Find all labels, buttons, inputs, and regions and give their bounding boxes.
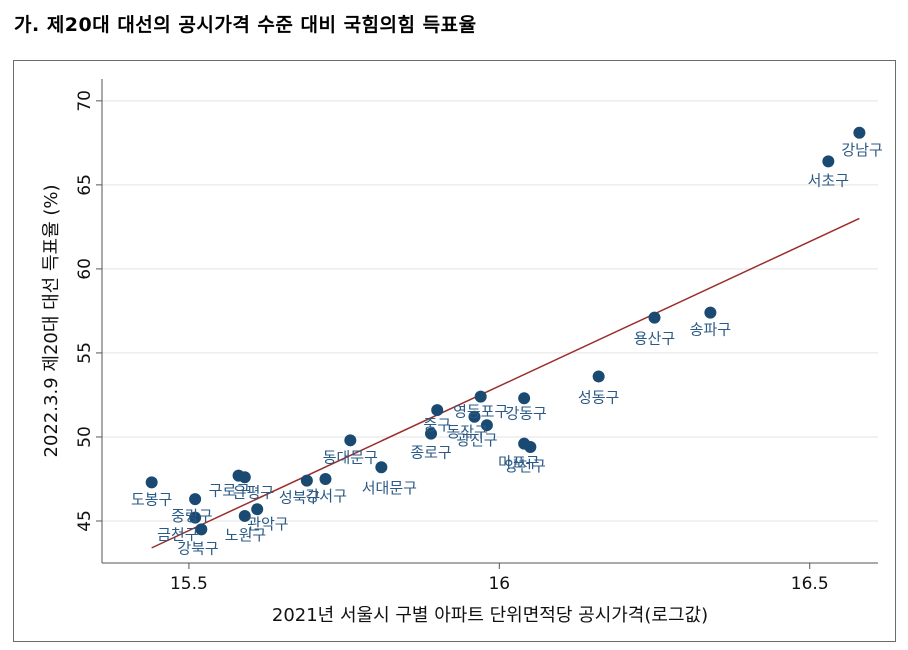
data-point (189, 511, 202, 524)
data-point (319, 472, 332, 485)
x-axis-title: 2021년 서울시 구별 아파트 단위면적당 공시가격(로그값) (272, 605, 708, 626)
data-point (474, 390, 487, 403)
fit-line-layer (151, 217, 860, 549)
point-label: 서초구 (808, 171, 849, 189)
page-title: 가. 제20대 대선의 공시가격 수준 대비 국힘의힘 득표율 (14, 14, 477, 36)
data-point (648, 311, 661, 324)
y-tick-label: 60 (75, 258, 95, 280)
data-point (238, 471, 251, 484)
y-tick-label: 55 (75, 342, 95, 364)
point-label: 도봉구 (131, 490, 172, 508)
axes (101, 79, 878, 564)
data-point (822, 155, 835, 168)
y-axis-title: 2022.3.9 제20대 대선 득표율 (%) (41, 184, 62, 457)
point-label: 금천구 (157, 526, 198, 544)
y-tick-label: 50 (75, 426, 95, 448)
point-label: 강북구 (177, 539, 218, 557)
data-point (425, 427, 438, 440)
data-point (375, 461, 388, 474)
point-label: 성동구 (578, 388, 619, 406)
point-label: 구로구 (209, 482, 250, 500)
point-label: 양천구 (504, 457, 545, 475)
x-tick-label: 16 (488, 574, 510, 594)
y-tick-label: 45 (75, 510, 95, 532)
y-tick-label: 65 (75, 174, 95, 196)
point-label: 송파구 (690, 321, 731, 339)
axis-ticks: 45 50 55 60 65 70 15.5 16 16.5 (75, 90, 829, 594)
data-point (480, 419, 493, 432)
point-label: 용산구 (634, 330, 675, 348)
data-points (145, 126, 866, 536)
point-label: 관악구 (247, 515, 288, 533)
data-point (251, 503, 264, 516)
point-label: 성북구 (279, 489, 320, 507)
data-point (344, 434, 357, 447)
data-point (189, 493, 202, 506)
point-label: 동대문구 (323, 448, 378, 466)
x-tick-label: 16.5 (791, 574, 829, 594)
data-point (238, 509, 251, 522)
point-label: 노원구 (225, 526, 266, 544)
data-point (468, 410, 481, 423)
data-point (704, 306, 717, 319)
point-label: 중구 (423, 416, 451, 434)
point-label: 강동구 (505, 404, 546, 422)
data-point (145, 476, 158, 489)
data-point (431, 404, 444, 417)
point-label: 영등포구 (453, 403, 508, 421)
y-tick-label: 70 (75, 90, 95, 112)
data-point (195, 523, 208, 536)
data-point (300, 474, 313, 487)
fit-line (151, 217, 860, 549)
point-label: 은평구 (233, 483, 274, 501)
x-tick-label: 15.5 (170, 574, 208, 594)
point-label: 동작구 (446, 423, 487, 441)
point-label: 서대문구 (362, 479, 417, 497)
point-label: 강남구 (841, 141, 882, 159)
point-label: 강서구 (305, 487, 346, 505)
point-label: 종로구 (410, 444, 451, 462)
plot-area (102, 79, 878, 563)
grid-lines (102, 100, 878, 522)
data-point (518, 392, 531, 405)
point-label: 광진구 (456, 431, 497, 449)
data-point (524, 441, 537, 454)
data-point (592, 370, 605, 383)
point-label: 마포구 (498, 454, 539, 472)
scatter-chart: 45 50 55 60 65 70 15.5 16 16.5 강남구서초구송파구용산구성동구강동… (41, 79, 883, 626)
data-point (853, 126, 866, 139)
point-label: 중랑구 (171, 507, 212, 525)
